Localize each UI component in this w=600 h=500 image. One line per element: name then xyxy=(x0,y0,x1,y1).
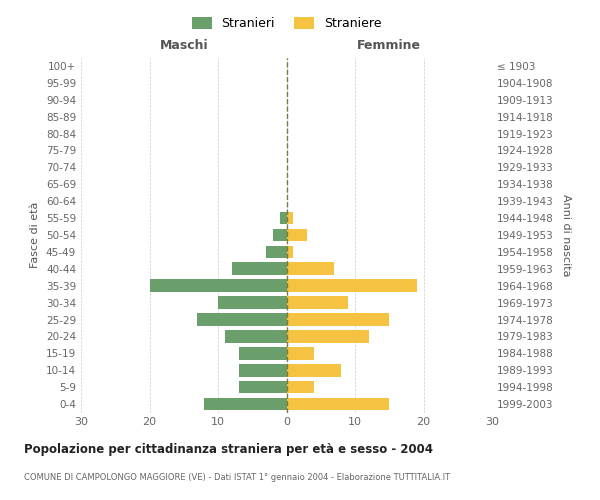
Bar xyxy=(287,246,293,258)
Bar xyxy=(273,228,287,241)
Bar xyxy=(287,228,307,241)
Bar xyxy=(232,262,287,275)
Bar xyxy=(287,398,389,410)
Bar xyxy=(205,398,287,410)
Bar xyxy=(287,347,314,360)
Bar xyxy=(287,280,416,292)
Text: COMUNE DI CAMPOLONGO MAGGIORE (VE) - Dati ISTAT 1° gennaio 2004 - Elaborazione T: COMUNE DI CAMPOLONGO MAGGIORE (VE) - Dat… xyxy=(24,472,450,482)
Bar xyxy=(287,212,293,224)
Bar xyxy=(225,330,287,343)
Y-axis label: Fasce di età: Fasce di età xyxy=(31,202,40,268)
Bar xyxy=(280,212,287,224)
Bar xyxy=(239,364,287,376)
Y-axis label: Anni di nascita: Anni di nascita xyxy=(560,194,571,276)
Bar xyxy=(287,330,369,343)
Bar xyxy=(197,313,287,326)
Bar xyxy=(239,347,287,360)
Bar xyxy=(149,280,287,292)
Bar xyxy=(266,246,287,258)
Bar xyxy=(287,381,314,394)
Bar xyxy=(287,262,334,275)
Legend: Stranieri, Straniere: Stranieri, Straniere xyxy=(187,12,386,36)
Bar xyxy=(287,313,389,326)
Bar xyxy=(287,364,341,376)
Bar xyxy=(239,381,287,394)
Bar xyxy=(218,296,287,309)
Bar xyxy=(287,296,348,309)
Text: Maschi: Maschi xyxy=(160,38,208,52)
Text: Popolazione per cittadinanza straniera per età e sesso - 2004: Popolazione per cittadinanza straniera p… xyxy=(24,442,433,456)
Text: Femmine: Femmine xyxy=(357,38,421,52)
